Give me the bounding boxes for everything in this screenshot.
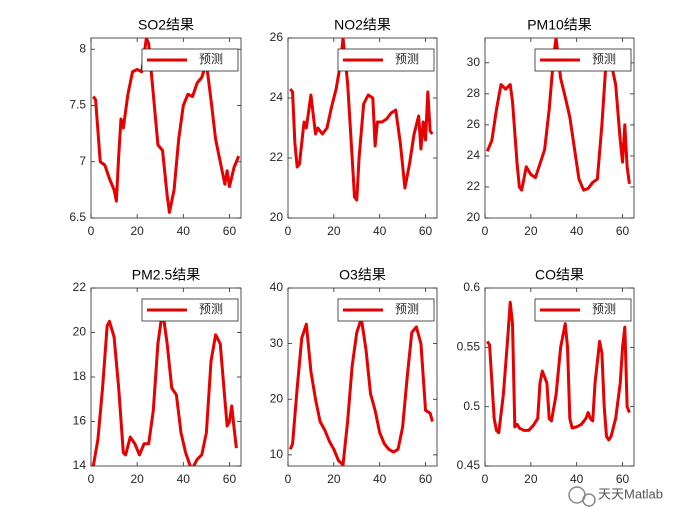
y-tick-label: 10 <box>270 447 284 461</box>
y-tick-label: 26 <box>467 117 481 131</box>
y-tick-label: 0.6 <box>463 280 480 294</box>
legend-box <box>141 48 239 72</box>
x-tick-label: 60 <box>419 224 433 238</box>
legend-label: 预测 <box>199 52 223 66</box>
y-tick-label: 24 <box>270 90 284 104</box>
x-tick-label: 20 <box>130 472 144 486</box>
y-tick-label: 20 <box>270 391 284 405</box>
legend-label: 预测 <box>592 302 616 316</box>
legend-box <box>534 48 632 72</box>
chart-title: SO2结果 <box>138 17 194 33</box>
x-tick-label: 40 <box>570 224 584 238</box>
y-tick-label: 20 <box>73 325 87 339</box>
y-tick-label: 20 <box>467 210 481 224</box>
y-tick-label: 7 <box>79 154 86 168</box>
x-tick-label: 0 <box>482 224 489 238</box>
legend-box <box>534 298 632 322</box>
y-tick-label: 0.5 <box>463 399 480 413</box>
chart-title: PM2.5结果 <box>132 267 200 283</box>
y-tick-label: 26 <box>270 30 284 44</box>
legend-label: 预测 <box>592 52 616 66</box>
x-tick-label: 40 <box>373 472 387 486</box>
line <box>91 308 238 466</box>
y-tick-label: 8 <box>79 41 86 55</box>
y-tick-label: 0.45 <box>457 458 481 472</box>
legend-box <box>337 298 435 322</box>
y-tick-label: 7.5 <box>69 98 86 112</box>
watermark: 天天Matlab <box>598 486 663 501</box>
y-tick-label: 16 <box>73 414 87 428</box>
watermark-icon <box>568 486 596 507</box>
y-tick-label: 20 <box>270 210 284 224</box>
x-tick-label: 20 <box>524 224 538 238</box>
y-tick-label: 30 <box>467 55 481 69</box>
y-tick-label: 14 <box>73 458 87 472</box>
chart-title: NO2结果 <box>334 17 391 33</box>
x-tick-label: 60 <box>419 472 433 486</box>
x-tick-label: 60 <box>616 224 630 238</box>
legend-label: 预测 <box>395 302 419 316</box>
x-tick-label: 60 <box>616 472 630 486</box>
y-tick-label: 40 <box>270 280 284 294</box>
x-tick-label: 0 <box>88 472 95 486</box>
legend-label: 预测 <box>199 302 223 316</box>
x-tick-label: 0 <box>285 472 292 486</box>
y-tick-label: 22 <box>467 179 481 193</box>
chart-title: PM10结果 <box>527 17 592 33</box>
y-tick-label: 22 <box>73 280 87 294</box>
chart-title: O3结果 <box>339 267 386 283</box>
chart-title: CO结果 <box>535 267 584 283</box>
x-tick-label: 20 <box>130 224 144 238</box>
line <box>92 38 241 214</box>
y-tick-label: 24 <box>467 148 481 162</box>
legend-label: 预测 <box>395 52 419 66</box>
x-tick-label: 40 <box>177 224 191 238</box>
line <box>486 300 631 442</box>
y-tick-label: 18 <box>73 369 87 383</box>
legend-box <box>141 298 239 322</box>
legend-box <box>337 48 435 72</box>
x-tick-label: 20 <box>327 472 341 486</box>
line <box>289 38 434 202</box>
y-tick-label: 0.55 <box>457 340 481 354</box>
x-tick-label: 20 <box>524 472 538 486</box>
x-tick-label: 20 <box>327 224 341 238</box>
x-tick-label: 40 <box>177 472 191 486</box>
y-tick-label: 28 <box>467 86 481 100</box>
x-tick-label: 40 <box>570 472 584 486</box>
y-tick-label: 22 <box>270 150 284 164</box>
y-tick-label: 30 <box>270 336 284 350</box>
x-tick-label: 0 <box>482 472 489 486</box>
x-tick-label: 0 <box>88 224 95 238</box>
y-tick-label: 6.5 <box>69 210 86 224</box>
x-tick-label: 40 <box>373 224 387 238</box>
x-tick-label: 0 <box>285 224 292 238</box>
x-tick-label: 60 <box>223 472 237 486</box>
x-tick-label: 60 <box>223 224 237 238</box>
